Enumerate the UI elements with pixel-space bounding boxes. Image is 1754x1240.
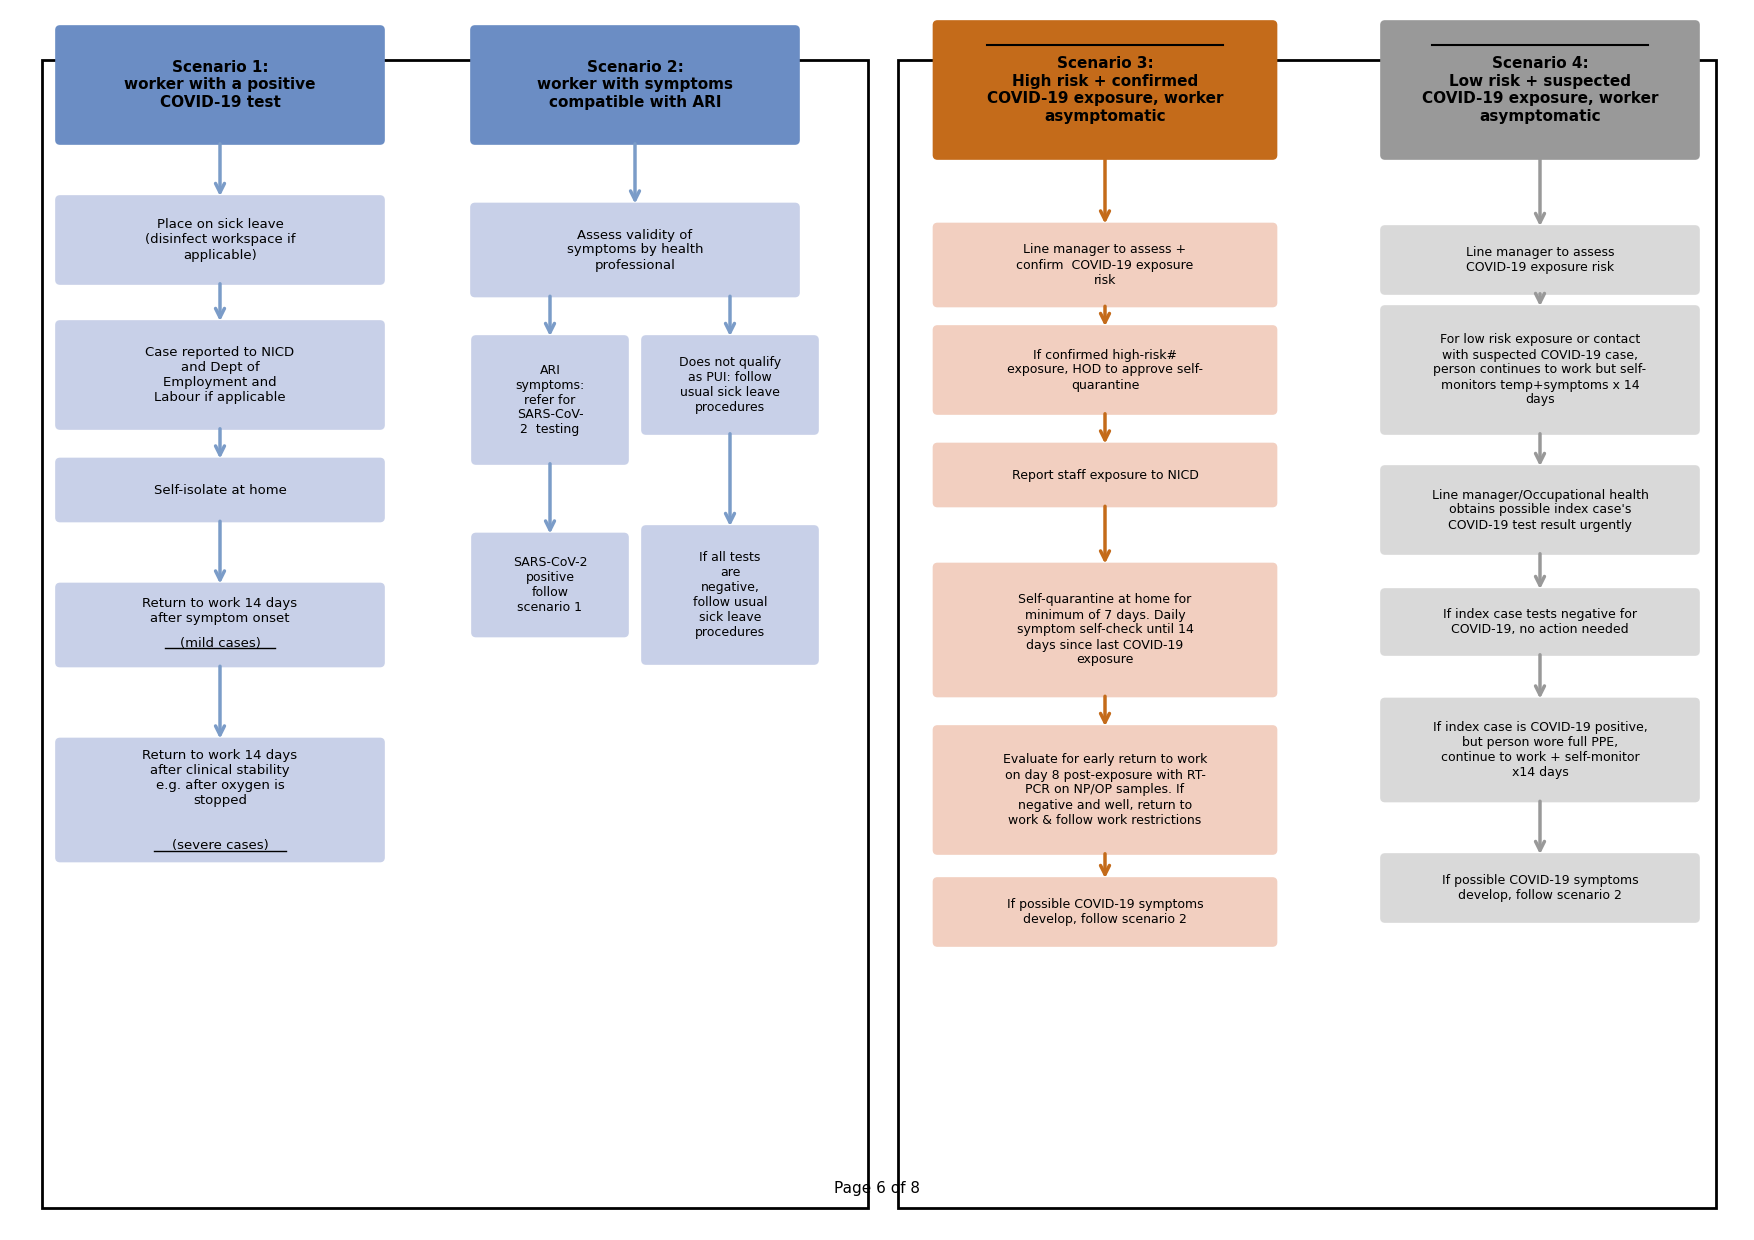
FancyBboxPatch shape <box>933 326 1277 414</box>
Text: Return to work 14 days
after symptom onset: Return to work 14 days after symptom ons… <box>142 596 298 625</box>
FancyBboxPatch shape <box>933 878 1277 946</box>
Text: (severe cases): (severe cases) <box>172 839 268 853</box>
FancyBboxPatch shape <box>1380 306 1700 434</box>
FancyBboxPatch shape <box>472 26 800 144</box>
FancyBboxPatch shape <box>1380 698 1700 801</box>
FancyBboxPatch shape <box>56 196 384 284</box>
FancyBboxPatch shape <box>56 321 384 429</box>
Text: Scenario 3:
High risk + confirmed
COVID-19 exposure, worker
asymptomatic: Scenario 3: High risk + confirmed COVID-… <box>988 56 1223 124</box>
Text: ARI
symptoms:
refer for
SARS-CoV-
2  testing: ARI symptoms: refer for SARS-CoV- 2 test… <box>516 363 584 436</box>
FancyBboxPatch shape <box>56 584 384 667</box>
Text: Line manager/Occupational health
obtains possible index case's
COVID-19 test res: Line manager/Occupational health obtains… <box>1431 489 1649 532</box>
Bar <box>42 60 868 1208</box>
Text: If index case tests negative for
COVID-19, no action needed: If index case tests negative for COVID-1… <box>1444 608 1636 636</box>
FancyBboxPatch shape <box>642 526 817 663</box>
FancyBboxPatch shape <box>1380 466 1700 554</box>
Text: (mild cases): (mild cases) <box>179 636 260 650</box>
Text: Page 6 of 8: Page 6 of 8 <box>833 1180 921 1195</box>
Text: SARS-CoV-2
positive
follow
scenario 1: SARS-CoV-2 positive follow scenario 1 <box>512 556 588 614</box>
FancyBboxPatch shape <box>933 21 1277 159</box>
Text: Line manager to assess +
confirm  COVID-19 exposure
risk: Line manager to assess + confirm COVID-1… <box>1016 243 1194 286</box>
FancyBboxPatch shape <box>56 739 384 862</box>
Text: Assess validity of
symptoms by health
professional: Assess validity of symptoms by health pr… <box>567 228 703 272</box>
FancyBboxPatch shape <box>472 533 628 636</box>
Text: Place on sick leave
(disinfect workspace if
applicable): Place on sick leave (disinfect workspace… <box>146 218 295 262</box>
FancyBboxPatch shape <box>472 336 628 464</box>
FancyBboxPatch shape <box>56 26 384 144</box>
FancyBboxPatch shape <box>933 563 1277 697</box>
Text: Self-isolate at home: Self-isolate at home <box>154 484 286 496</box>
Bar <box>898 60 1715 1208</box>
FancyBboxPatch shape <box>56 459 384 522</box>
Text: If confirmed high-risk#
exposure, HOD to approve self-
quarantine: If confirmed high-risk# exposure, HOD to… <box>1007 348 1203 392</box>
FancyBboxPatch shape <box>1380 226 1700 294</box>
Text: For low risk exposure or contact
with suspected COVID-19 case,
person continues : For low risk exposure or contact with su… <box>1433 334 1647 407</box>
FancyBboxPatch shape <box>642 336 817 434</box>
FancyBboxPatch shape <box>1380 589 1700 655</box>
FancyBboxPatch shape <box>933 444 1277 506</box>
FancyBboxPatch shape <box>1380 21 1700 159</box>
Text: Scenario 1:
worker with a positive
COVID-19 test: Scenario 1: worker with a positive COVID… <box>125 60 316 110</box>
Text: Case reported to NICD
and Dept of
Employment and
Labour if applicable: Case reported to NICD and Dept of Employ… <box>146 346 295 404</box>
Text: Report staff exposure to NICD: Report staff exposure to NICD <box>1012 469 1198 481</box>
Text: Line manager to assess
COVID-19 exposure risk: Line manager to assess COVID-19 exposure… <box>1466 246 1614 274</box>
Text: If all tests
are
negative,
follow usual
sick leave
procedures: If all tests are negative, follow usual … <box>693 551 766 639</box>
FancyBboxPatch shape <box>472 203 800 296</box>
FancyBboxPatch shape <box>933 725 1277 854</box>
Text: Does not qualify
as PUI: follow
usual sick leave
procedures: Does not qualify as PUI: follow usual si… <box>679 356 781 414</box>
FancyBboxPatch shape <box>1380 854 1700 923</box>
Text: If possible COVID-19 symptoms
develop, follow scenario 2: If possible COVID-19 symptoms develop, f… <box>1007 898 1203 926</box>
Text: Return to work 14 days
after clinical stability
e.g. after oxygen is
stopped: Return to work 14 days after clinical st… <box>142 749 298 807</box>
Text: Scenario 4:
Low risk + suspected
COVID-19 exposure, worker
asymptomatic: Scenario 4: Low risk + suspected COVID-1… <box>1422 56 1658 124</box>
FancyBboxPatch shape <box>933 223 1277 306</box>
Text: Evaluate for early return to work
on day 8 post-exposure with RT-
PCR on NP/OP s: Evaluate for early return to work on day… <box>1003 754 1207 827</box>
Text: If index case is COVID-19 positive,
but person wore full PPE,
continue to work +: If index case is COVID-19 positive, but … <box>1433 720 1647 779</box>
Text: If possible COVID-19 symptoms
develop, follow scenario 2: If possible COVID-19 symptoms develop, f… <box>1442 874 1638 901</box>
Text: Self-quarantine at home for
minimum of 7 days. Daily
symptom self-check until 14: Self-quarantine at home for minimum of 7… <box>1017 594 1193 667</box>
Text: Scenario 2:
worker with symptoms
compatible with ARI: Scenario 2: worker with symptoms compati… <box>537 60 733 110</box>
